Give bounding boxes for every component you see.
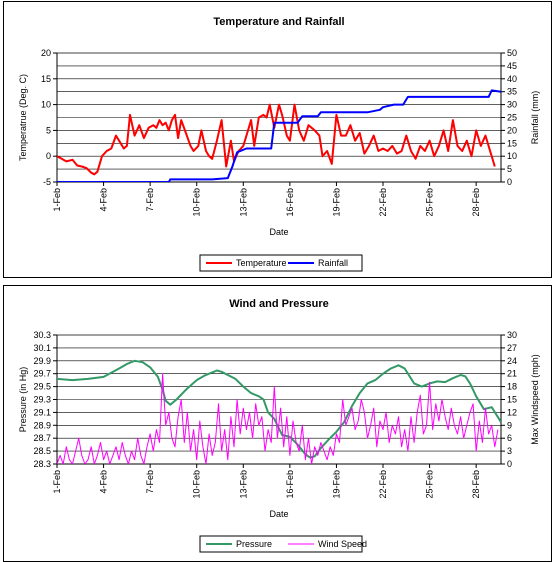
- x-tick-label: 16-Feb: [285, 188, 295, 217]
- chart-title: Temperature and Rainfall: [213, 16, 344, 28]
- y-left-tick-label: 28.3: [33, 459, 51, 469]
- x-axis-label: Date: [269, 509, 288, 519]
- y-left-axis-label: Temperatrue (Deg. C): [18, 74, 28, 161]
- y-right-tick-label: 15: [507, 395, 517, 405]
- y-left-tick-label: 28.9: [33, 420, 51, 430]
- y-left-tick-label: 20: [41, 48, 51, 58]
- y-left-tick-label: 15: [41, 74, 51, 84]
- y-right-tick-label: 12: [507, 407, 517, 417]
- temperature-rainfall-chart: Temperature and Rainfall -5 0 5 10 15 20 0 5 10 15…: [3, 1, 552, 278]
- y-left-tick-label: 29.5: [33, 382, 51, 392]
- y-right-tick-label: 25: [507, 113, 517, 123]
- legend-box: [199, 254, 363, 272]
- x-tick-label: 13-Feb: [238, 188, 248, 217]
- y-left-tick-label: 28.7: [33, 433, 51, 443]
- y-left-tick-label: 29.9: [33, 356, 51, 366]
- y-right-tick-label: 3: [507, 446, 512, 456]
- legend-label: Wind Speed: [318, 539, 367, 549]
- x-tick-label: 4-Feb: [99, 188, 109, 212]
- y-left-tick-label: 28.5: [33, 446, 51, 456]
- x-tick-label: 10-Feb: [192, 188, 202, 217]
- series-line-pressure: [57, 359, 501, 459]
- x-tick-label: 16-Feb: [285, 470, 295, 499]
- y-left-tick-label: -5: [43, 177, 51, 187]
- y-right-tick-label: 30: [507, 100, 517, 110]
- x-tick-label: 22-Feb: [378, 188, 388, 217]
- y-right-tick-label: 18: [507, 382, 517, 392]
- y-left-tick-label: 29.3: [33, 395, 51, 405]
- x-tick-label: 22-Feb: [378, 470, 388, 499]
- x-tick-label: 4-Feb: [99, 470, 109, 494]
- y-right-tick-label: 40: [507, 74, 517, 84]
- series-line-rainfall: [57, 89, 501, 182]
- legend-label: Rainfall: [318, 258, 348, 268]
- x-tick-label: 28-Feb: [471, 188, 481, 217]
- x-tick-label: 25-Feb: [425, 188, 435, 217]
- x-tick-label: 1-Feb: [52, 188, 62, 212]
- x-tick-label: 13-Feb: [238, 470, 248, 499]
- y-right-tick-label: 9: [507, 420, 512, 430]
- x-tick-label: 1-Feb: [52, 470, 62, 494]
- series-line-wind-speed: [57, 373, 499, 464]
- x-tick-label: 25-Feb: [425, 470, 435, 499]
- series-line-temperature: [57, 103, 496, 176]
- legend-label: Temperature: [236, 258, 287, 268]
- temperature-rainfall-svg: Temperature and Rainfall -5 0 5 10 15 20 0 5 10 15…: [18, 16, 540, 272]
- chart-title: Wind and Pressure: [229, 298, 329, 310]
- y-right-tick-label: 21: [507, 369, 517, 379]
- y-left-tick-label: 10: [41, 100, 51, 110]
- y-left-tick-label: 30.3: [33, 330, 51, 340]
- x-tick-label: 19-Feb: [331, 470, 341, 499]
- x-tick-label: 28-Feb: [471, 470, 481, 499]
- wind-pressure-chart: Wind and Pressure 28.3 28.5 28.7 28.9 29.1 29.…: [3, 285, 552, 562]
- x-tick-label: 19-Feb: [331, 188, 341, 217]
- y-right-tick-label: 5: [507, 164, 512, 174]
- x-tick-label: 7-Feb: [145, 188, 155, 212]
- y-right-tick-label: 6: [507, 433, 512, 443]
- y-right-tick-label: 27: [507, 343, 517, 353]
- wind-pressure-svg: Wind and Pressure 28.3 28.5 28.7 28.9 29.1 29.…: [18, 298, 540, 553]
- legend-label: Pressure: [236, 539, 272, 549]
- y-right-tick-label: 35: [507, 87, 517, 97]
- y-left-tick-label: 30.1: [33, 343, 51, 353]
- y-right-tick-label: 10: [507, 151, 517, 161]
- x-axis-label: Date: [269, 227, 288, 237]
- y-right-tick-label: 45: [507, 61, 517, 71]
- y-left-tick-label: 29.1: [33, 407, 51, 417]
- y-right-tick-label: 15: [507, 138, 517, 148]
- y-right-axis-label: Max Windspeed (mph): [530, 354, 540, 445]
- y-left-axis-label: Pressure (in Hg): [18, 367, 28, 433]
- y-left-tick-label: 0: [46, 151, 51, 161]
- y-right-tick-label: 0: [507, 177, 512, 187]
- y-right-tick-label: 24: [507, 356, 517, 366]
- legend-box: [199, 535, 363, 553]
- y-right-tick-label: 50: [507, 48, 517, 58]
- y-right-tick-label: 0: [507, 459, 512, 469]
- x-tick-label: 7-Feb: [145, 470, 155, 494]
- y-right-tick-label: 20: [507, 125, 517, 135]
- y-right-axis-label: Rainfall (mm): [530, 91, 540, 145]
- y-left-tick-label: 29.7: [33, 369, 51, 379]
- y-right-tick-label: 30: [507, 330, 517, 340]
- x-tick-label: 10-Feb: [192, 470, 202, 499]
- y-left-tick-label: 5: [46, 125, 51, 135]
